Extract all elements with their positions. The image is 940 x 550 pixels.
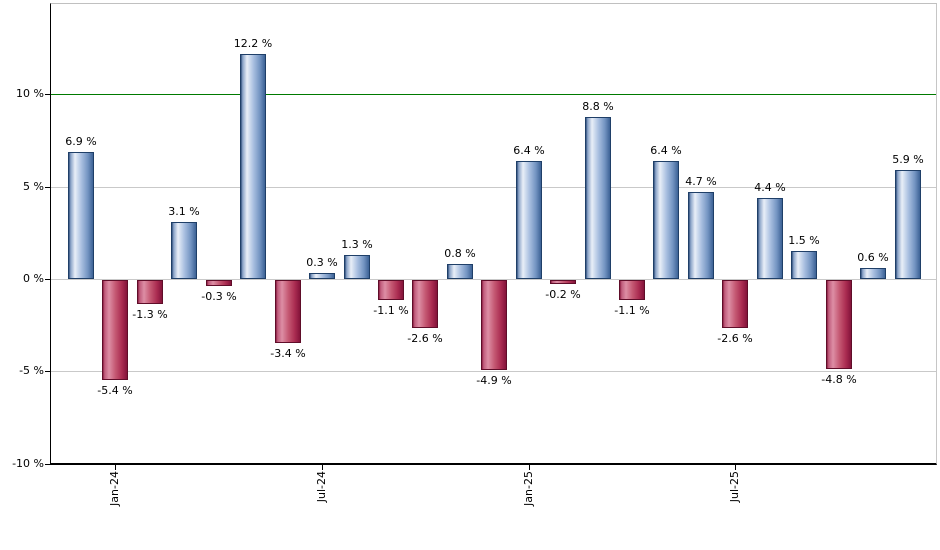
x-axis-tick-label: Jan-24 [108,471,121,506]
x-axis-tick-label: Jul-25 [728,471,741,503]
bar-value-label: 0.3 % [306,256,338,269]
reference-line-10pct [51,94,936,95]
x-axis-tick [735,465,736,470]
bar-value-label: 6.4 % [513,144,545,157]
bar-12-positive [447,264,473,279]
bar-9-positive [344,255,370,279]
bar-23-negative [826,280,852,369]
bar-value-label: -2.6 % [717,332,753,345]
bar-value-label: 0.6 % [857,251,889,264]
y-axis-tick-label: 10 % [16,87,44,100]
y-axis-tick-label: -5 % [19,364,44,377]
bar-13-negative [481,280,507,370]
bar-value-label: 5.9 % [892,153,924,166]
bar-value-label: -1.1 % [614,304,650,317]
bar-15-negative [550,280,576,284]
bar-value-label: 1.5 % [788,234,820,247]
bar-value-label: 0.8 % [444,247,476,260]
bar-value-label: 4.7 % [685,175,717,188]
bar-value-label: -0.3 % [201,290,237,303]
y-axis-tick-label: 5 % [23,180,44,193]
x-axis-tick [115,465,116,470]
bar-value-label: 12.2 % [233,37,273,50]
y-axis-tick [45,94,50,95]
plot-area-frame [50,3,937,465]
bar-1-positive [68,152,94,279]
bar-8-positive [309,273,335,279]
bar-value-label: -4.9 % [476,374,512,387]
y-axis-tick-label: 0 % [23,272,44,285]
bar-value-label: 6.9 % [65,135,97,148]
bar-value-label: -1.3 % [132,308,168,321]
bar-17-negative [619,280,645,300]
bar-19-positive [688,192,714,279]
bar-value-label: -2.6 % [407,332,443,345]
y-axis-tick-label: -10 % [12,457,44,470]
x-axis-tick [529,465,530,470]
bar-value-label: 8.8 % [582,100,614,113]
bar-value-label: -5.4 % [97,384,133,397]
bar-18-positive [653,161,679,279]
y-axis-tick [45,371,50,372]
bar-value-label: 4.4 % [754,181,786,194]
grid-line [51,371,936,372]
bar-value-label: -4.8 % [821,373,857,386]
bar-10-negative [378,280,404,300]
bar-value-label: 1.3 % [341,238,373,251]
x-axis-tick [322,465,323,470]
x-axis-tick-label: Jan-25 [522,471,535,506]
bar-4-positive [171,222,197,279]
bar-25-positive [895,170,921,279]
bar-6-positive [240,54,266,279]
bar-22-positive [791,251,817,279]
bar-11-negative [412,280,438,328]
bar-5-negative [206,280,232,286]
bar-24-positive [860,268,886,279]
bar-2-negative [102,280,128,380]
bar-3-negative [137,280,163,304]
bar-value-label: -0.2 % [545,288,581,301]
bar-16-positive [585,117,611,279]
grid-line [51,187,936,188]
y-axis-tick [45,187,50,188]
bar-value-label: -1.1 % [373,304,409,317]
y-axis-tick [45,279,50,280]
bar-14-positive [516,161,542,279]
bar-7-negative [275,280,301,343]
bar-20-negative [722,280,748,328]
bar-value-label: 3.1 % [168,205,200,218]
bar-21-positive [757,198,783,279]
bar-value-label: -3.4 % [270,347,306,360]
x-axis-tick-label: Jul-24 [315,471,328,503]
bar-value-label: 6.4 % [650,144,682,157]
y-axis-tick [45,464,50,465]
grid-line [51,279,936,280]
